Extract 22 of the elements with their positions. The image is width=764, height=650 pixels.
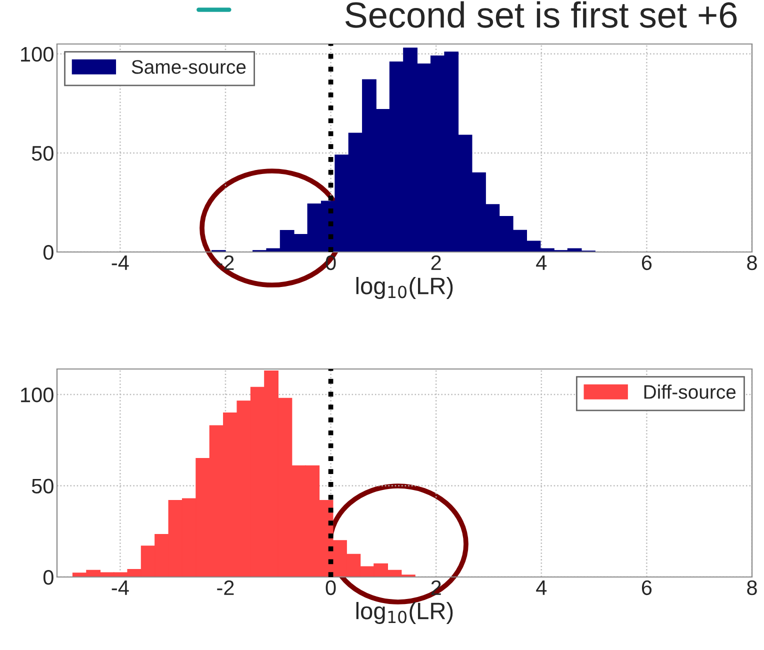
x-tick-label: -2 — [217, 580, 234, 595]
x-tick-label: 2 — [431, 255, 441, 270]
x-tick-label: 8 — [747, 255, 757, 270]
y-tick-label: 100 — [21, 388, 54, 402]
legend-label: Same-source — [132, 60, 246, 74]
x-tick-label: 6 — [642, 580, 652, 596]
y-tick-label: 50 — [32, 478, 54, 494]
text: Second set is first set +6 — [345, 1, 737, 28]
x-tick-label: 8 — [747, 580, 757, 596]
x-tick-label: 4 — [536, 580, 547, 595]
x-tick-label: -4 — [112, 256, 129, 270]
legend-label: Diff-source — [644, 384, 736, 399]
x-axis-title: log$_{10}$(LR) — [356, 276, 453, 299]
y-tick-label: 0 — [43, 245, 54, 260]
x-axis-title: log$_{10}$(LR) — [356, 602, 453, 624]
x-tick-label: -4 — [112, 580, 129, 595]
y-tick-label: 50 — [32, 146, 54, 161]
y-tick-label: 100 — [21, 46, 54, 62]
y-tick-label: 0 — [43, 570, 54, 585]
x-tick-label: 4 — [536, 256, 547, 270]
x-tick-label: 0 — [326, 580, 336, 596]
x-tick-label: 6 — [642, 255, 652, 270]
